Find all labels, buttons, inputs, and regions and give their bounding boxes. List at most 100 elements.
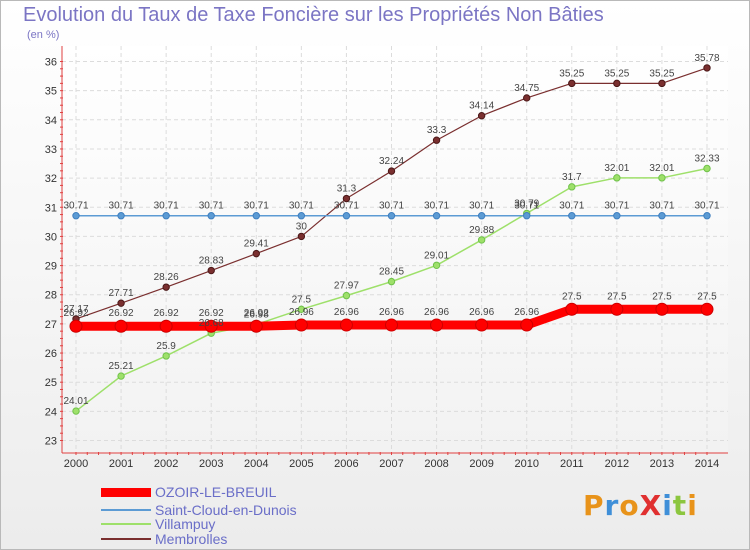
series-ozoir-data-label: 27.5 bbox=[607, 291, 627, 302]
x-tick-label: 2012 bbox=[605, 458, 629, 470]
series-membrolles-point bbox=[613, 79, 621, 88]
series-saint-cloud-data-label: 30.71 bbox=[424, 201, 449, 212]
y-tick-label: 24 bbox=[45, 406, 57, 418]
legend-item-villampuy[interactable]: Villampuy bbox=[101, 516, 361, 532]
series-villampuy-point bbox=[72, 407, 80, 415]
series-saint-cloud-point bbox=[72, 212, 80, 220]
series-saint-cloud-point bbox=[613, 212, 621, 220]
legend-item-saint-cloud[interactable]: Saint-Cloud-en-Dunois bbox=[101, 502, 361, 518]
y-tick-label: 28 bbox=[45, 290, 57, 302]
legend-swatch-villampuy bbox=[101, 523, 151, 525]
series-ozoir-point bbox=[114, 319, 128, 333]
series-membrolles-point bbox=[117, 299, 125, 307]
series-saint-cloud-point bbox=[117, 212, 125, 220]
series-ozoir-data-label: 26.92 bbox=[199, 308, 224, 319]
series-villampuy-point bbox=[613, 174, 621, 182]
legend-item-ozoir[interactable]: OZOIR-LE-BREUIL bbox=[101, 484, 361, 500]
series-villampuy-data-label: 28.45 bbox=[379, 267, 404, 278]
x-tick-label: 2001 bbox=[109, 458, 133, 470]
legend-label-ozoir: OZOIR-LE-BREUIL bbox=[155, 484, 277, 500]
series-villampuy-data-label: 27.5 bbox=[292, 294, 312, 305]
series-villampuy-point bbox=[297, 305, 306, 314]
series-villampuy-data-label: 29.88 bbox=[469, 225, 494, 236]
series-villampuy-data-label: 31.7 bbox=[562, 172, 582, 183]
series-ozoir-point bbox=[610, 302, 624, 316]
legend-swatch-saint-cloud bbox=[101, 509, 151, 511]
series-membrolles-data-label: 29.41 bbox=[244, 239, 269, 250]
series-villampuy-point bbox=[117, 372, 125, 380]
series-villampuy-data-label: 32.01 bbox=[604, 163, 629, 174]
logo-letter: t bbox=[672, 489, 688, 522]
series-membrolles-data-label: 27.17 bbox=[63, 304, 88, 315]
logo-letter: i bbox=[662, 489, 673, 522]
x-tick-label: 2005 bbox=[289, 458, 313, 470]
data-labels: 26.92 26.92 26.92 26.92 26.92 26.96 26.96 26.96… bbox=[63, 53, 719, 407]
series-ozoir-data-label: 26.96 bbox=[514, 307, 539, 318]
series-saint-cloud-data-label: 30.71 bbox=[244, 201, 269, 212]
legend-item-membrolles[interactable]: Membrolles bbox=[101, 531, 361, 547]
series-ozoir-data-label: 27.5 bbox=[562, 291, 582, 302]
series-membrolles-point bbox=[387, 167, 396, 175]
series-villampuy-point bbox=[658, 174, 666, 182]
series-membrolles-data-label: 34.75 bbox=[514, 83, 539, 94]
y-tick-label: 30 bbox=[45, 231, 57, 243]
series-membrolles-point bbox=[162, 283, 170, 291]
series-ozoir-point bbox=[385, 318, 398, 332]
series-villampuy-point bbox=[162, 352, 170, 360]
series-saint-cloud-data-label: 30.71 bbox=[514, 201, 539, 212]
series-membrolles-data-label: 34.14 bbox=[469, 101, 494, 112]
series-ozoir-data-label: 26.92 bbox=[63, 308, 88, 319]
series-membrolles-point bbox=[658, 79, 666, 88]
series-villampuy-point bbox=[342, 291, 351, 300]
x-tick-label: 2003 bbox=[199, 458, 223, 470]
x-tick-label: 2009 bbox=[469, 458, 493, 470]
series-saint-cloud-data-label: 30.71 bbox=[694, 201, 719, 212]
series-saint-cloud-point bbox=[523, 212, 531, 220]
logo-letter: i bbox=[687, 489, 698, 522]
series-ozoir-point bbox=[430, 318, 444, 332]
series-villampuy-point bbox=[432, 261, 441, 269]
series-saint-cloud-data-label: 30.71 bbox=[649, 201, 674, 212]
series-membrolles-data-label: 32.24 bbox=[379, 156, 404, 167]
x-tick-label: 2006 bbox=[334, 458, 358, 470]
series-saint-cloud-data-label: 30.71 bbox=[334, 201, 359, 212]
y-tick-label: 36 bbox=[45, 57, 57, 69]
y-tick-label: 26 bbox=[45, 348, 57, 360]
series-membrolles-point bbox=[342, 194, 351, 203]
series-ozoir-point bbox=[520, 318, 534, 332]
series-membrolles-data-label: 35.78 bbox=[694, 53, 719, 64]
logo-letter: o bbox=[619, 489, 640, 522]
series-ozoir-point bbox=[204, 319, 218, 333]
series-ozoir-point bbox=[339, 318, 353, 332]
series-ozoir-point bbox=[565, 302, 579, 316]
series-membrolles-point bbox=[523, 94, 531, 102]
series-saint-cloud-data-label: 30.71 bbox=[109, 201, 134, 212]
series-villampuy-data-label: 26.98 bbox=[244, 309, 269, 320]
series-villampuy-data-label: 32.33 bbox=[694, 153, 719, 164]
axes: 23 24 25 26 27 28 29 30 31 32 33 34 35 36 2000 2001 2002… bbox=[45, 46, 728, 470]
series-villampuy-data-label: 25.21 bbox=[109, 361, 134, 372]
logo-letter: r bbox=[604, 489, 620, 522]
series-saint-cloud-data-label: 30.71 bbox=[469, 201, 494, 212]
series-saint-cloud-point bbox=[658, 212, 666, 220]
series-saint-cloud-data-label: 30.71 bbox=[559, 201, 584, 212]
x-tick-label: 2007 bbox=[379, 458, 403, 470]
proxiti-logo: ProXiti bbox=[583, 489, 698, 522]
series-villampuy-point bbox=[477, 236, 486, 244]
series-ozoir-data-label: 26.92 bbox=[244, 308, 269, 319]
series-membrolles-point bbox=[297, 232, 306, 241]
series-ozoir-data-label: 26.96 bbox=[379, 307, 404, 318]
series-villampuy-data-label: 30.79 bbox=[514, 198, 539, 209]
series-ozoir-point bbox=[700, 302, 714, 316]
series-saint-cloud-point bbox=[252, 212, 260, 220]
legend-swatch-membrolles bbox=[101, 538, 151, 540]
series-membrolles-data-label: 33.3 bbox=[427, 125, 447, 136]
series-membrolles-data-label: 27.71 bbox=[109, 288, 134, 299]
series-membrolles-point bbox=[568, 79, 576, 88]
series-saint-cloud-point bbox=[387, 212, 396, 220]
series-villampuy-data-label: 25.9 bbox=[156, 341, 176, 352]
logo-letter: P bbox=[583, 489, 605, 522]
series-saint-cloud-data-label: 30.71 bbox=[289, 201, 314, 212]
